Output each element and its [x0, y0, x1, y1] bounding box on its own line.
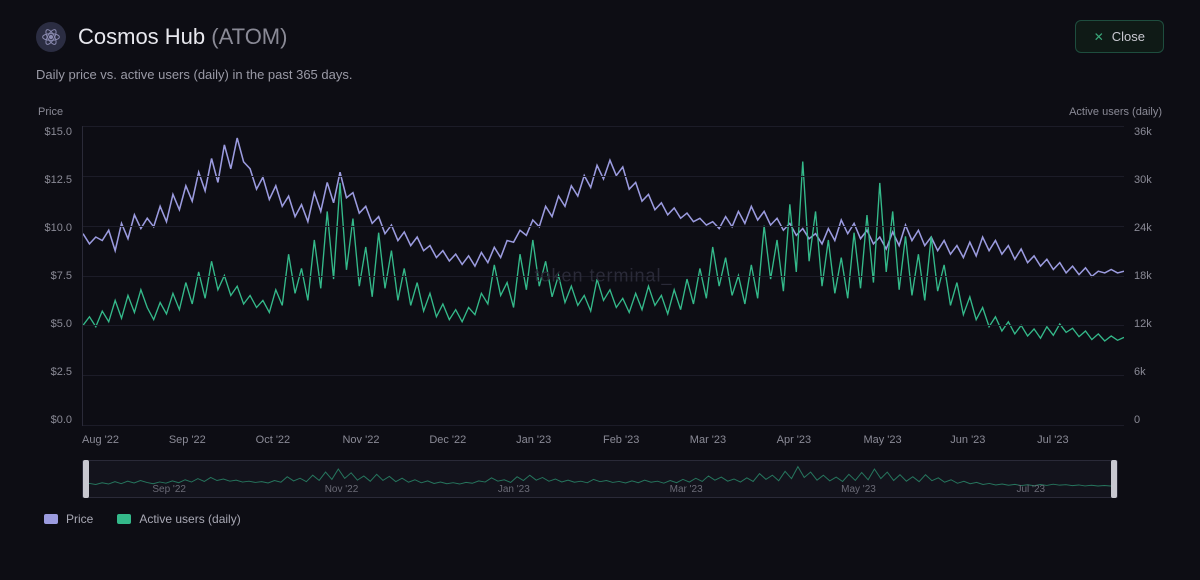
y-right-tick: 6k — [1134, 366, 1164, 378]
close-label: Close — [1112, 29, 1145, 44]
main-chart: $15.0 $12.5 $10.0 $7.5 $5.0 $2.5 $0.0 token te… — [36, 126, 1164, 426]
y-right-tick: 0 — [1134, 414, 1164, 426]
y-left-tick: $2.5 — [36, 366, 72, 378]
nav-label: Nov '22 — [255, 484, 427, 495]
token-symbol: (ATOM) — [211, 24, 287, 49]
x-tick: Feb '23 — [603, 434, 690, 446]
page-title: Cosmos Hub (ATOM) — [78, 24, 287, 50]
x-tick: Mar '23 — [690, 434, 777, 446]
x-tick: Jan '23 — [516, 434, 603, 446]
x-tick: Dec '22 — [429, 434, 516, 446]
chart-subtitle: Daily price vs. active users (daily) in … — [36, 67, 1164, 82]
y-left-tick: $7.5 — [36, 270, 72, 282]
y-right-tick: 18k — [1134, 270, 1164, 282]
legend-item: Price — [44, 512, 93, 526]
close-icon: ✕ — [1094, 30, 1104, 44]
close-button[interactable]: ✕ Close — [1075, 20, 1164, 53]
time-navigator[interactable]: Sep '22Nov '22Jan '23Mar '23May '23Jul '… — [82, 460, 1118, 498]
legend-label: Price — [66, 512, 93, 526]
x-tick: Apr '23 — [777, 434, 864, 446]
y-right-tick: 24k — [1134, 222, 1164, 234]
y-right-tick: 12k — [1134, 318, 1164, 330]
legend: Price Active users (daily) — [44, 512, 1164, 526]
x-tick: Sep '22 — [169, 434, 256, 446]
users-line — [83, 162, 1124, 341]
y-right-title: Active users (daily) — [1069, 106, 1162, 118]
x-tick: Jun '23 — [950, 434, 1037, 446]
nav-label: May '23 — [772, 484, 944, 495]
chart-plot-area[interactable]: token terminal_ — [82, 126, 1124, 426]
y-right-tick: 36k — [1134, 126, 1164, 138]
nav-label: Sep '22 — [83, 484, 255, 495]
x-tick: Nov '22 — [342, 434, 429, 446]
token-logo — [36, 22, 66, 52]
y-left-tick: $10.0 — [36, 222, 72, 234]
x-tick: Aug '22 — [82, 434, 169, 446]
x-tick: Jul '23 — [1037, 434, 1124, 446]
y-right-tick: 30k — [1134, 174, 1164, 186]
legend-swatch — [117, 514, 131, 524]
y-left-title: Price — [38, 106, 63, 118]
y-left-tick: $5.0 — [36, 318, 72, 330]
title-wrap: Cosmos Hub (ATOM) — [36, 22, 287, 52]
price-line — [83, 138, 1124, 276]
nav-label: Jan '23 — [428, 484, 600, 495]
legend-label: Active users (daily) — [139, 512, 240, 526]
legend-swatch — [44, 514, 58, 524]
x-tick: Oct '22 — [256, 434, 343, 446]
token-name: Cosmos Hub — [78, 24, 205, 49]
y-left-tick: $15.0 — [36, 126, 72, 138]
y-axis-right: 36k 30k 24k 18k 12k 6k 0 — [1124, 126, 1164, 426]
y-axis-left: $15.0 $12.5 $10.0 $7.5 $5.0 $2.5 $0.0 — [36, 126, 82, 426]
y-left-tick: $12.5 — [36, 174, 72, 186]
x-axis: Aug '22Sep '22Oct '22Nov '22Dec '22Jan '… — [82, 426, 1124, 446]
nav-label: Mar '23 — [600, 484, 772, 495]
legend-item: Active users (daily) — [117, 512, 240, 526]
navigator-labels: Sep '22Nov '22Jan '23Mar '23May '23Jul '… — [83, 484, 1117, 495]
y-left-tick: $0.0 — [36, 414, 72, 426]
x-tick: May '23 — [863, 434, 950, 446]
nav-label: Jul '23 — [945, 484, 1117, 495]
